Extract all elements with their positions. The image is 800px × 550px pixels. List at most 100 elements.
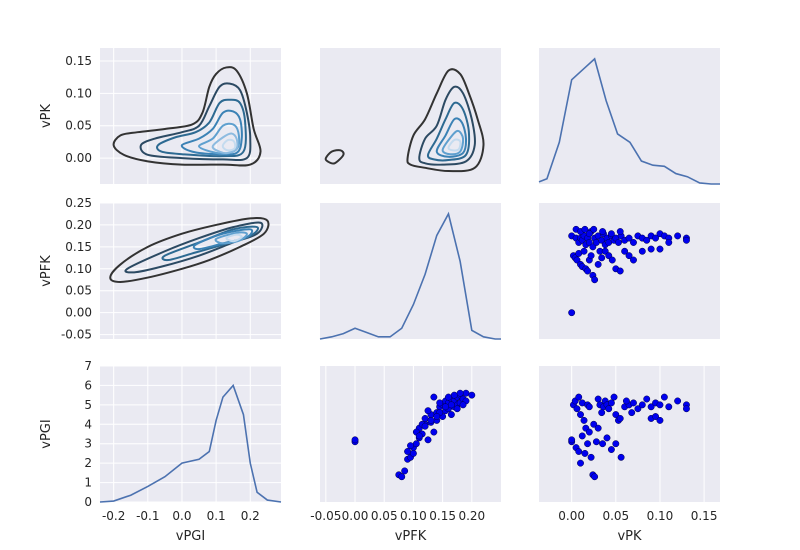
scatter-point [682, 236, 690, 244]
scatter-point [409, 449, 417, 457]
x-tick-label: 0.00 [342, 509, 369, 523]
scatter-point [605, 405, 613, 413]
scatter-point [581, 225, 589, 233]
y-tick-label: 4 [84, 417, 92, 431]
panel-vpfk-vs-vpk [539, 203, 720, 339]
x-tick-label: 0.2 [241, 509, 260, 523]
y-tick-label: 0.15 [65, 240, 92, 254]
scatter-point [427, 416, 435, 424]
scatter-point [587, 252, 595, 260]
scatter-point [430, 393, 438, 401]
y-axis-label: vPK [39, 103, 54, 128]
x-tick-label: 0.1 [207, 509, 226, 523]
scatter-point [585, 403, 593, 411]
scatter-point [424, 436, 432, 444]
scatter-point [612, 411, 620, 419]
scatter-point [468, 391, 476, 399]
scatter-point [585, 230, 593, 238]
scatter-point [585, 428, 593, 436]
scatter-point [578, 432, 586, 440]
scatter-point [590, 420, 598, 428]
y-tick-label: 0.25 [65, 196, 92, 210]
scatter-point [598, 254, 606, 262]
scatter-point [594, 424, 602, 432]
scatter-point [447, 401, 455, 409]
scatter-point [590, 225, 598, 233]
scatter-point [401, 467, 409, 475]
x-tick-label: 0.10 [647, 509, 674, 523]
scatter-point [412, 440, 420, 448]
scatter-point [407, 442, 414, 450]
x-tick-label: -0.05 [310, 509, 341, 523]
panel-background [539, 203, 720, 339]
scatter-point [459, 401, 467, 409]
scatter-point [652, 234, 659, 242]
scatter-point [656, 416, 664, 424]
y-tick-label: 0.15 [65, 54, 92, 68]
y-tick-label: 0.00 [65, 306, 92, 320]
scatter-point [628, 409, 636, 417]
scatter-point [630, 399, 637, 407]
panel-background [320, 203, 501, 339]
scatter-point [573, 405, 581, 413]
scatter-point [577, 411, 584, 419]
scatter-point [656, 401, 664, 409]
scatter-point [351, 436, 359, 444]
scatter-point [674, 232, 682, 240]
panel-background [320, 366, 501, 502]
scatter-point [568, 309, 576, 317]
kde-contour [225, 233, 243, 243]
scatter-point [643, 395, 651, 403]
scatter-point [436, 399, 444, 407]
scatter-point [643, 236, 651, 244]
x-axis-label: vPGI [176, 529, 205, 544]
scatter-point [652, 413, 659, 420]
scatter-point [598, 409, 606, 417]
panel-vpk-density [538, 48, 720, 185]
y-tick-label: 0.20 [65, 218, 92, 232]
scatter-point [616, 228, 624, 235]
x-axis-label: vPFK [395, 529, 427, 544]
scatter-point [584, 440, 592, 448]
scatter-point [447, 411, 455, 419]
scatter-point [647, 403, 655, 411]
x-tick-label: 0.15 [691, 509, 718, 523]
scatter-point [442, 403, 449, 411]
kde-contour [211, 132, 239, 155]
scatter-point [617, 453, 625, 461]
panel-vpgi-density [99, 365, 282, 503]
panel-vpfk-vs-vpgi [100, 202, 281, 339]
scatter-point [568, 436, 576, 444]
scatter-point [433, 413, 441, 420]
x-tick-label: 0.0 [172, 509, 191, 523]
kde-contour [324, 149, 345, 165]
scatter-point [575, 393, 583, 401]
scatter-point [607, 230, 615, 238]
scatter-point [665, 239, 673, 246]
density-line [319, 211, 501, 340]
scatter-point [608, 256, 616, 264]
y-tick-label: 2 [84, 456, 92, 470]
scatter-point [587, 453, 595, 461]
scatter-point [607, 446, 615, 453]
scatter-point [580, 416, 588, 424]
scatter-point [656, 245, 664, 253]
y-axis-label: vPGI [39, 419, 54, 448]
scatter-point [621, 247, 629, 255]
scatter-point [584, 267, 592, 275]
scatter-point [577, 459, 584, 467]
kde-contour [406, 68, 485, 173]
scatter-point [581, 449, 589, 457]
scatter-point [580, 247, 588, 255]
panel-background [100, 366, 281, 502]
scatter-point [398, 473, 406, 481]
kde-contour [426, 101, 471, 162]
y-tick-label: -0.05 [61, 328, 92, 342]
x-tick-label: 0.10 [400, 509, 427, 523]
scatter-point [660, 393, 668, 401]
x-tick-label: 0.00 [558, 509, 585, 523]
scatter-point [622, 397, 630, 405]
scatter-point [453, 405, 461, 413]
kde-contour [435, 117, 468, 158]
kde-contour [418, 85, 476, 166]
